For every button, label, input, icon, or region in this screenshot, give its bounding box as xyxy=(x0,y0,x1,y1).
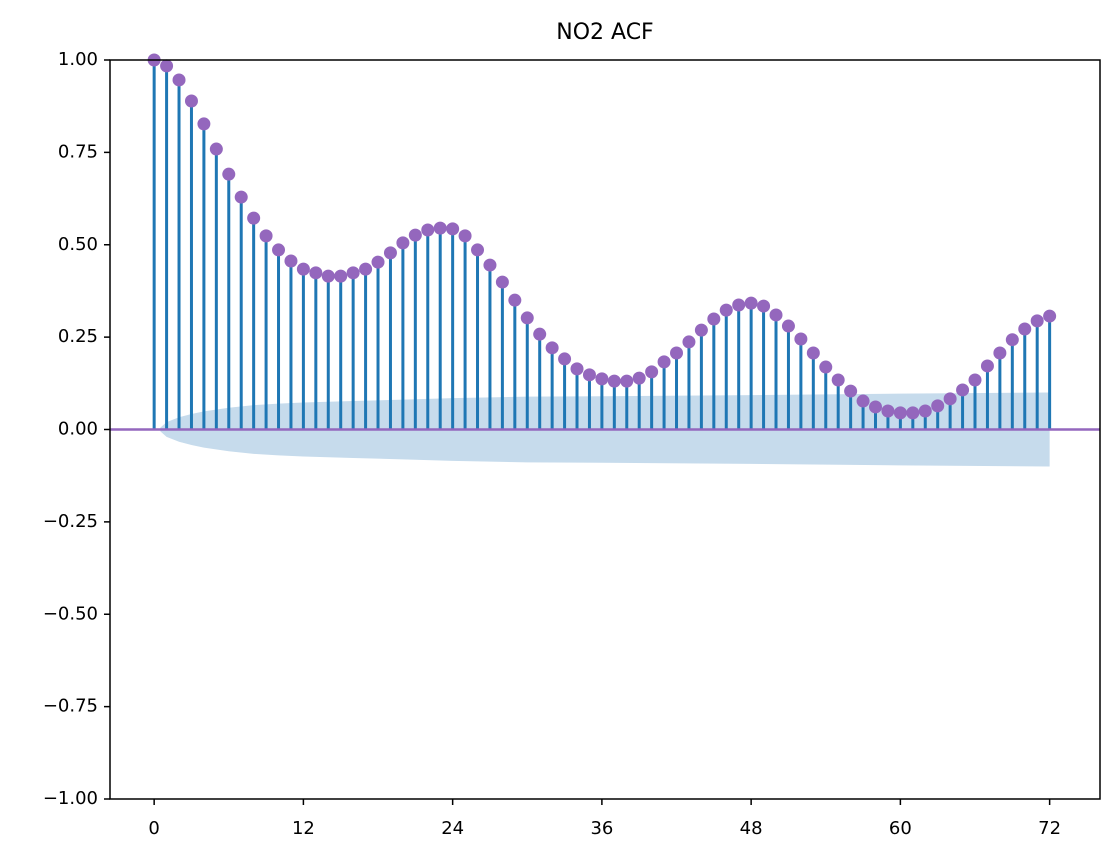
marker xyxy=(483,258,497,272)
marker xyxy=(744,296,758,310)
y-tick-label: 0.75 xyxy=(58,141,98,162)
marker xyxy=(458,229,472,243)
marker xyxy=(707,312,721,326)
marker xyxy=(545,341,559,355)
marker xyxy=(1005,333,1019,347)
marker xyxy=(184,94,198,108)
marker xyxy=(533,327,547,341)
y-tick-label: 0.00 xyxy=(58,419,98,440)
marker xyxy=(433,221,447,235)
marker xyxy=(968,373,982,387)
marker xyxy=(570,362,584,376)
y-tick-label: −0.75 xyxy=(43,696,98,717)
marker xyxy=(931,399,945,413)
y-tick-label: −1.00 xyxy=(43,788,98,809)
y-tick-label: −0.50 xyxy=(43,603,98,624)
marker xyxy=(645,365,659,379)
marker xyxy=(558,352,572,366)
marker xyxy=(234,190,248,204)
x-tick-label: 36 xyxy=(590,818,613,839)
marker xyxy=(334,269,348,283)
marker xyxy=(197,117,211,131)
marker xyxy=(632,371,646,385)
marker xyxy=(719,303,733,317)
marker xyxy=(383,246,397,260)
marker xyxy=(247,211,261,225)
x-tick-label: 0 xyxy=(148,818,159,839)
marker xyxy=(906,406,920,420)
x-tick-label: 60 xyxy=(889,818,912,839)
marker xyxy=(371,255,385,269)
marker xyxy=(694,323,708,337)
marker xyxy=(893,406,907,420)
y-tick-label: 1.00 xyxy=(58,49,98,70)
marker xyxy=(607,374,621,388)
marker xyxy=(209,142,223,156)
y-tick-label: 0.25 xyxy=(58,326,98,347)
x-tick-label: 72 xyxy=(1038,818,1061,839)
marker xyxy=(794,332,808,346)
marker xyxy=(520,311,534,325)
x-tick-label: 12 xyxy=(292,818,315,839)
marker xyxy=(980,359,994,373)
marker xyxy=(757,299,771,313)
marker xyxy=(359,262,373,276)
marker xyxy=(1043,309,1057,323)
marker xyxy=(408,228,422,242)
marker xyxy=(682,335,696,349)
marker xyxy=(321,269,335,283)
marker xyxy=(284,254,298,268)
marker xyxy=(956,383,970,397)
marker xyxy=(309,266,323,280)
marker xyxy=(160,59,174,73)
marker xyxy=(259,229,273,243)
marker xyxy=(346,266,360,280)
marker xyxy=(595,372,609,386)
marker xyxy=(620,374,634,388)
x-tick-label: 24 xyxy=(441,818,464,839)
marker xyxy=(918,404,932,418)
marker xyxy=(869,400,883,414)
marker xyxy=(495,275,509,289)
marker xyxy=(1030,314,1044,328)
y-tick-label: 0.50 xyxy=(58,234,98,255)
y-tick-label: −0.25 xyxy=(43,511,98,532)
chart-title: NO2 ACF xyxy=(556,20,653,45)
marker xyxy=(881,404,895,418)
marker xyxy=(471,243,485,257)
marker xyxy=(222,167,236,181)
marker xyxy=(296,262,310,276)
marker xyxy=(819,360,833,374)
marker xyxy=(272,243,286,257)
marker xyxy=(172,73,186,87)
marker xyxy=(769,308,783,322)
marker xyxy=(1018,322,1032,336)
marker xyxy=(732,298,746,312)
marker xyxy=(856,394,870,408)
marker xyxy=(670,346,684,360)
marker xyxy=(806,346,820,360)
marker xyxy=(943,392,957,406)
marker xyxy=(844,384,858,398)
marker xyxy=(781,319,795,333)
marker xyxy=(396,236,410,250)
marker xyxy=(582,368,596,382)
marker xyxy=(508,293,522,307)
marker xyxy=(831,373,845,387)
x-tick-label: 48 xyxy=(740,818,763,839)
marker xyxy=(657,355,671,369)
marker xyxy=(421,223,435,237)
marker xyxy=(446,222,460,236)
marker xyxy=(993,346,1007,360)
